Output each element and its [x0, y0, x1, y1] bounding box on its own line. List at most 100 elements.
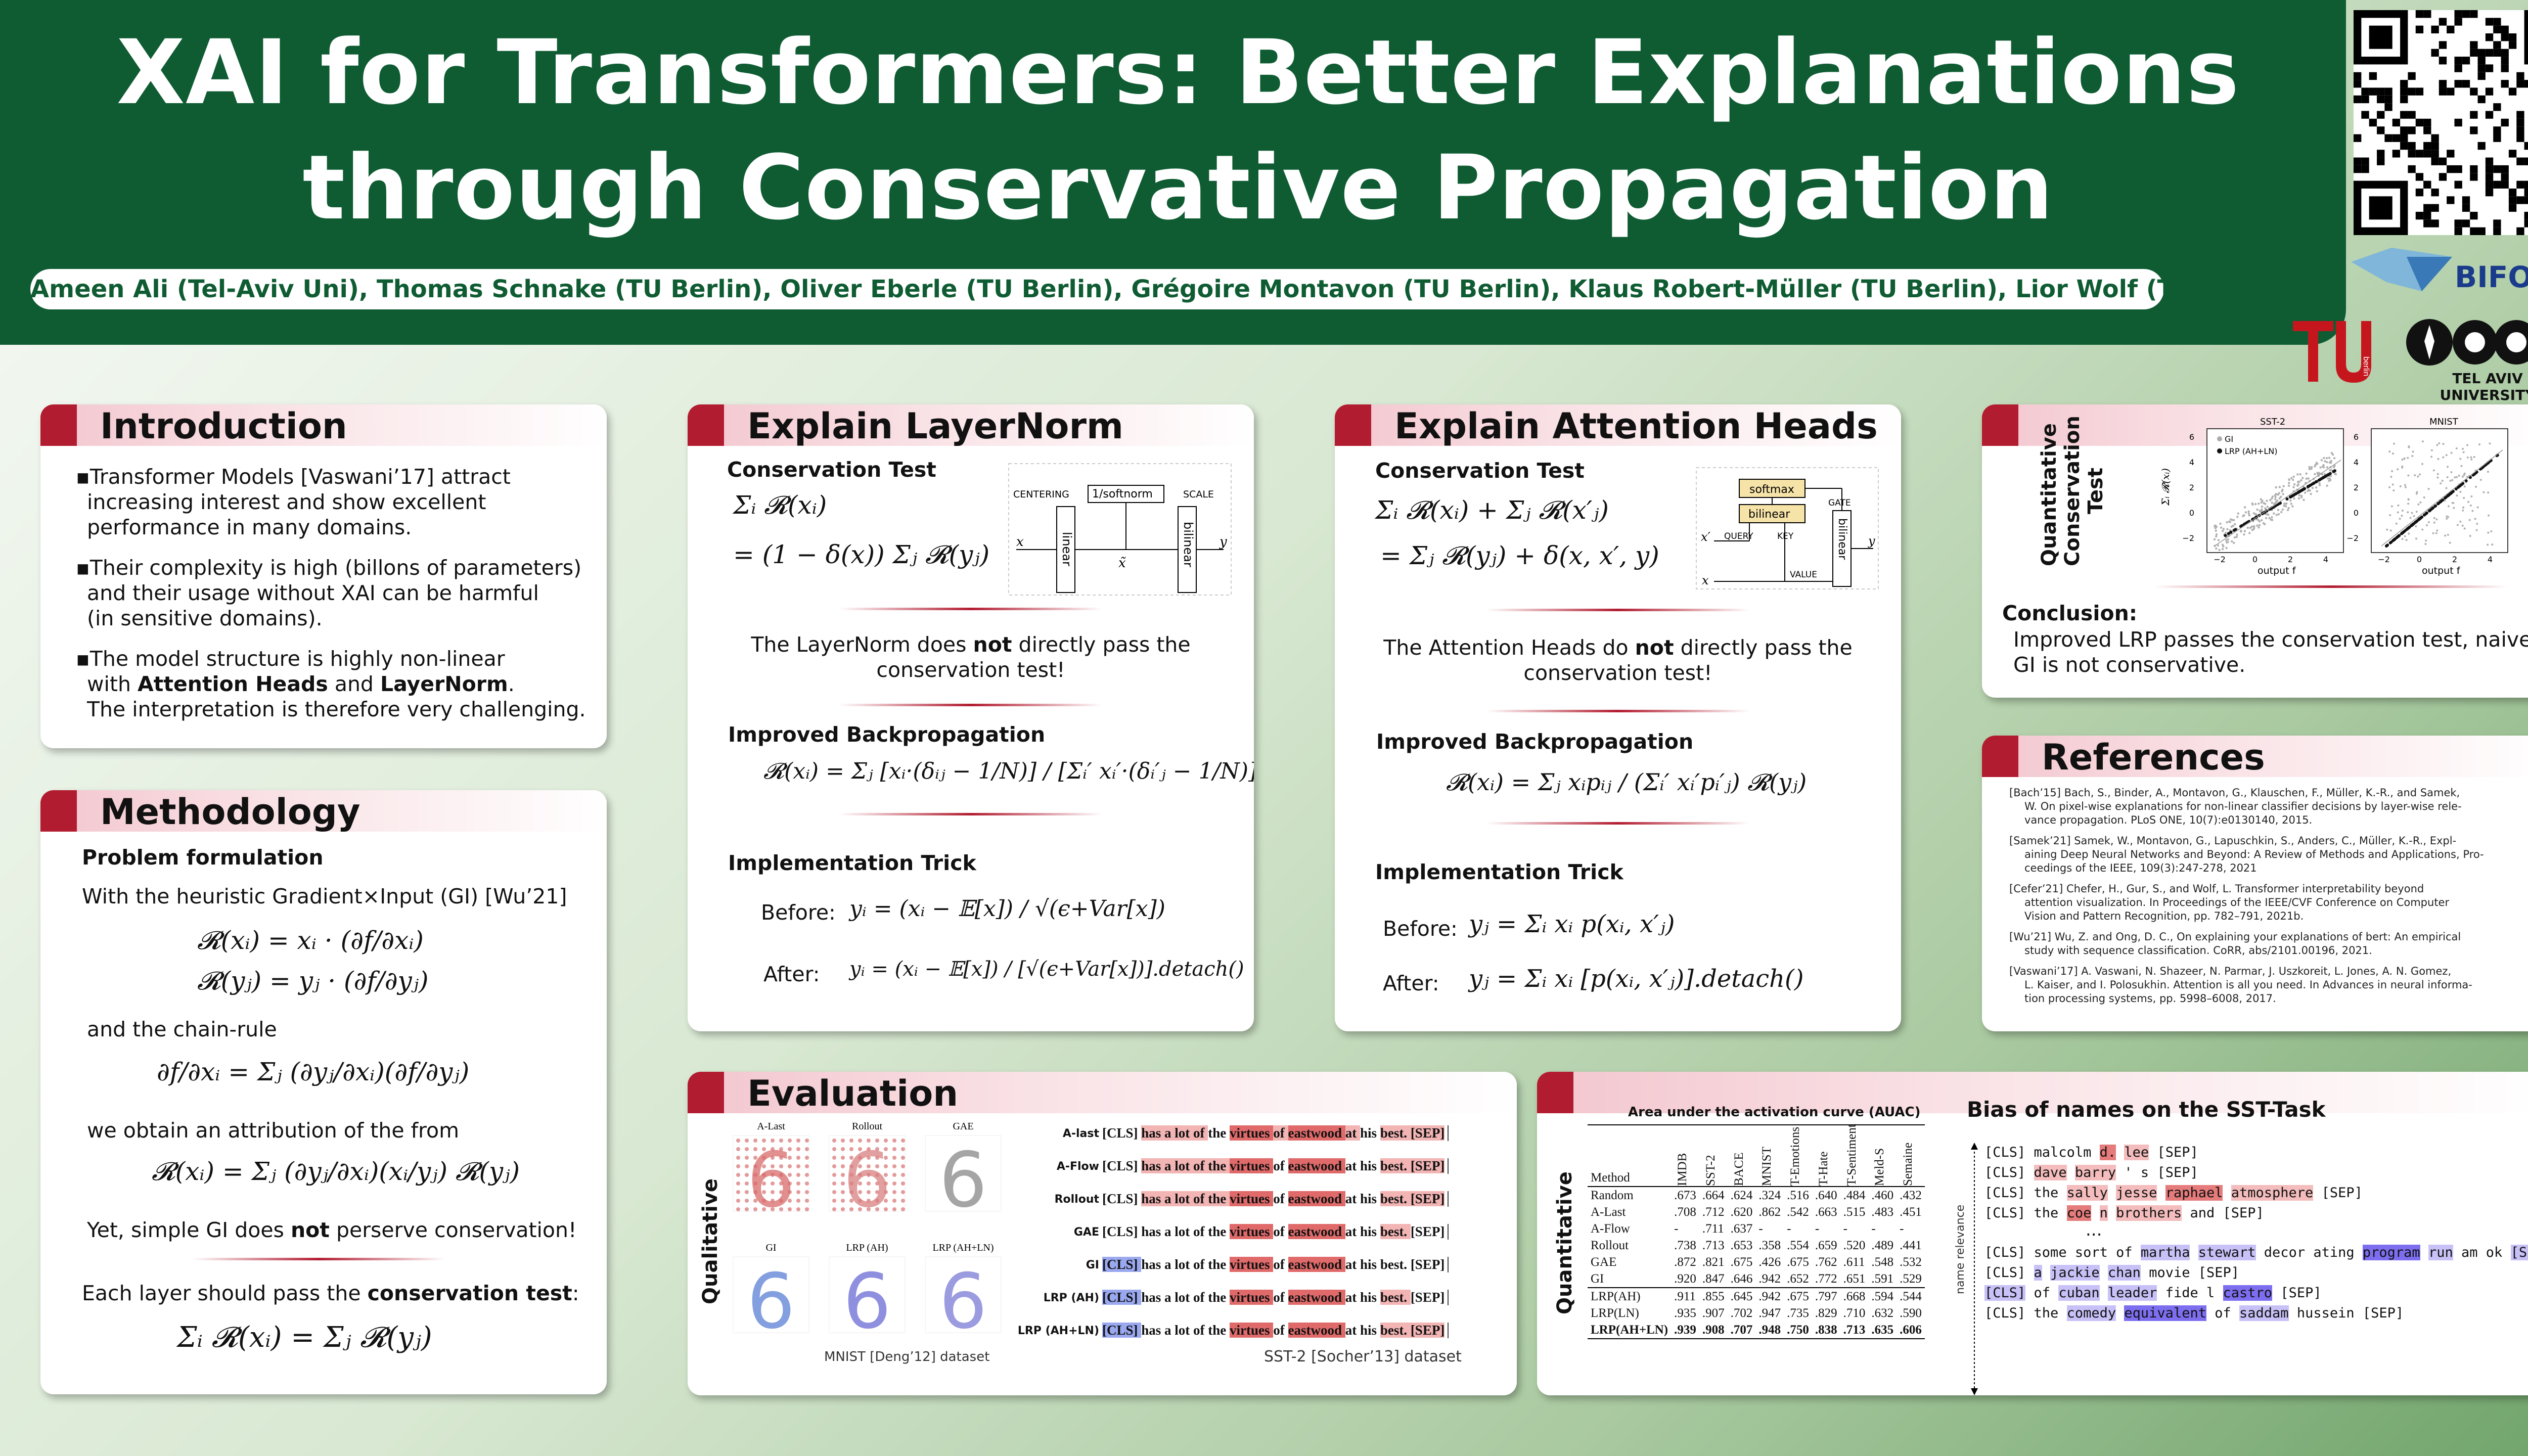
token: virtues	[1230, 1257, 1274, 1272]
bias-sentence: [CLS] the comedy equivalent of saddam hu…	[1984, 1303, 2528, 1324]
svg-text:output f: output f	[2258, 565, 2296, 576]
ah-eq-lhs: Σᵢ 𝓡(xᵢ) + Σⱼ 𝓡(x′ⱼ)	[1375, 495, 1609, 525]
ln-after-equation: yᵢ = (xᵢ − 𝔼[x]) / [√(ϵ+Var[x])].detach(…	[849, 958, 1244, 981]
token: of	[1193, 1257, 1208, 1272]
token: d.	[2099, 1145, 2116, 1160]
sst-explanations: A-last [CLS] has a lot of the virtues of …	[1011, 1121, 1507, 1351]
token: eastwood	[1288, 1323, 1345, 1338]
token: sally	[2066, 1185, 2108, 1201]
token: has	[1141, 1125, 1165, 1141]
quantitative-side-label: Quantitative	[1553, 1171, 1576, 1314]
panel-header	[1537, 1072, 2528, 1113]
token: [CLS]	[1984, 1245, 2026, 1260]
token: castro	[2223, 1285, 2273, 1301]
token: comedy	[2066, 1305, 2116, 1321]
token: ating	[2313, 1245, 2355, 1260]
svg-text:6: 6	[2354, 432, 2359, 442]
token: [SEP]	[2157, 1165, 2198, 1180]
token: of	[1193, 1224, 1208, 1239]
table-row: Random .673.664.624.324.516.640.484.460.4…	[1591, 1189, 1922, 1202]
sst-row: GAE [CLS] has a lot of the virtues of eas…	[1011, 1220, 1507, 1253]
evaluation-panel: Evaluation Qualitative A-Last 6 Rollout 6 GA…	[688, 1072, 1517, 1395]
svg-text:y: y	[1868, 534, 1875, 548]
ln-improved-equation: 𝓡(xᵢ) = Σⱼ [xᵢ·(δᵢⱼ − 1/N)] / [Σᵢ′ xᵢ′·(…	[763, 758, 1254, 784]
name-relevance-label: name relevance	[1954, 1204, 1967, 1294]
token: a	[2034, 1265, 2042, 1281]
token: has	[1141, 1158, 1165, 1173]
token: stewart	[2198, 1245, 2256, 1260]
token: best.	[1380, 1323, 1411, 1338]
token: [SEP]	[1410, 1158, 1445, 1173]
table-row: GI .920.847.646.942.652.772.651.591.529	[1591, 1272, 1922, 1286]
svg-text:KEY: KEY	[1777, 531, 1794, 541]
column-header: BACE	[1732, 1152, 1746, 1186]
token: virtues	[1230, 1125, 1274, 1141]
conclusion-text: Improved LRP passes the conservation tes…	[2013, 627, 2528, 677]
conservation-test-panel: Quantitative Conservation Test SST-2 MNIST…	[1982, 404, 2528, 698]
sst-row: LRP (AH+LN) [CLS] has a lot of the virtue…	[1011, 1318, 1507, 1351]
token: of	[1193, 1158, 1208, 1173]
equation-gi-x: 𝓡(xᵢ) = xᵢ · (∂f/∂xᵢ)	[197, 926, 424, 955]
reference-item: [Samek’21] Samek, W., Montavon, G., Lapu…	[2009, 835, 2484, 874]
token: [SEP]	[2280, 1285, 2322, 1301]
bias-sentence: [CLS] dave barry ' s [SEP]	[1984, 1163, 2528, 1183]
token: leader	[2107, 1285, 2157, 1301]
svg-text:0: 0	[2189, 508, 2194, 518]
token: best.	[1380, 1191, 1411, 1206]
token: of	[1273, 1290, 1288, 1305]
svg-text:output f: output f	[2422, 565, 2461, 576]
token: lot	[1175, 1257, 1194, 1272]
svg-text:2: 2	[2354, 483, 2359, 492]
divider	[1486, 822, 1749, 825]
svg-text:VALUE: VALUE	[1790, 570, 1817, 580]
token: virtues	[1230, 1224, 1274, 1239]
token: his	[1360, 1158, 1380, 1173]
gi-conservation-text: Yet, simple GI does not perserve conserv…	[87, 1218, 577, 1242]
mnist-heatmaps: A-Last 6 Rollout 6 GAE 6 GI 6 LRP (AH) 6 LRP (AH+L…	[733, 1121, 1002, 1346]
tu-berlin-logo: berlin	[2293, 321, 2371, 383]
qr-code-icon[interactable]	[2354, 10, 2528, 235]
token: saddam	[2239, 1305, 2289, 1321]
methodology-panel: Methodology Problem formulation With the…	[40, 790, 607, 1394]
token: at	[1345, 1323, 1361, 1338]
table-row: A-Flow - .711.637- - - - - -	[1591, 1222, 1904, 1236]
token: his	[1360, 1257, 1380, 1272]
column-header: T-Emotions	[1788, 1126, 1802, 1186]
attention-diagram: softmax bilinear QUERY KEY VALUE GATE bi…	[1696, 467, 1879, 589]
token: of	[1273, 1224, 1288, 1239]
token: [CLS]	[1102, 1191, 1142, 1206]
token: [CLS]	[1984, 1285, 2026, 1301]
token: his	[1360, 1323, 1380, 1338]
method-label: GI	[1086, 1259, 1099, 1271]
conservation-test-heading: Conservation Test	[727, 458, 936, 482]
before-label: Before:	[1383, 917, 1458, 941]
token: [CLS]	[1984, 1185, 2026, 1201]
svg-text:linear: linear	[1060, 532, 1074, 566]
token: l	[2206, 1285, 2215, 1301]
heatmap-label: A-Last	[757, 1121, 785, 1132]
intro-bullet-1: ▪Transformer Models [Vaswani’17] attract…	[76, 465, 511, 539]
column-header: SST-2	[1703, 1155, 1718, 1186]
column-header: T-Sentiment	[1844, 1124, 1859, 1186]
token: eastwood	[1288, 1290, 1345, 1305]
svg-text:x′: x′	[1701, 530, 1711, 544]
improved-backprop-heading: Improved Backpropagation	[728, 722, 1046, 747]
token: barry	[2074, 1165, 2116, 1180]
panel-title: References	[2042, 737, 2265, 778]
sst-caption: SST-2 [Socher’13] dataset	[1264, 1348, 1462, 1366]
heatmap-label: GI	[765, 1242, 776, 1253]
token: equivalent	[2124, 1305, 2206, 1321]
svg-text:Σᵢ 𝓡(xᵢ): Σᵢ 𝓡(xᵢ)	[2159, 468, 2172, 506]
column-header: Method	[1591, 1171, 1630, 1185]
token: a	[1164, 1125, 1175, 1141]
token: [SEP]	[2198, 1265, 2240, 1281]
token: '	[2124, 1165, 2133, 1180]
conclusion-heading: Conclusion:	[2002, 601, 2138, 625]
token: [SEP]	[1410, 1125, 1445, 1141]
token: best.	[1380, 1224, 1411, 1239]
token: am	[2461, 1245, 2478, 1260]
token: jackie	[2050, 1265, 2100, 1281]
token: ok	[2486, 1245, 2503, 1260]
token: of	[1273, 1323, 1288, 1338]
bifold-logo-text: BIFOLD	[2455, 260, 2528, 294]
